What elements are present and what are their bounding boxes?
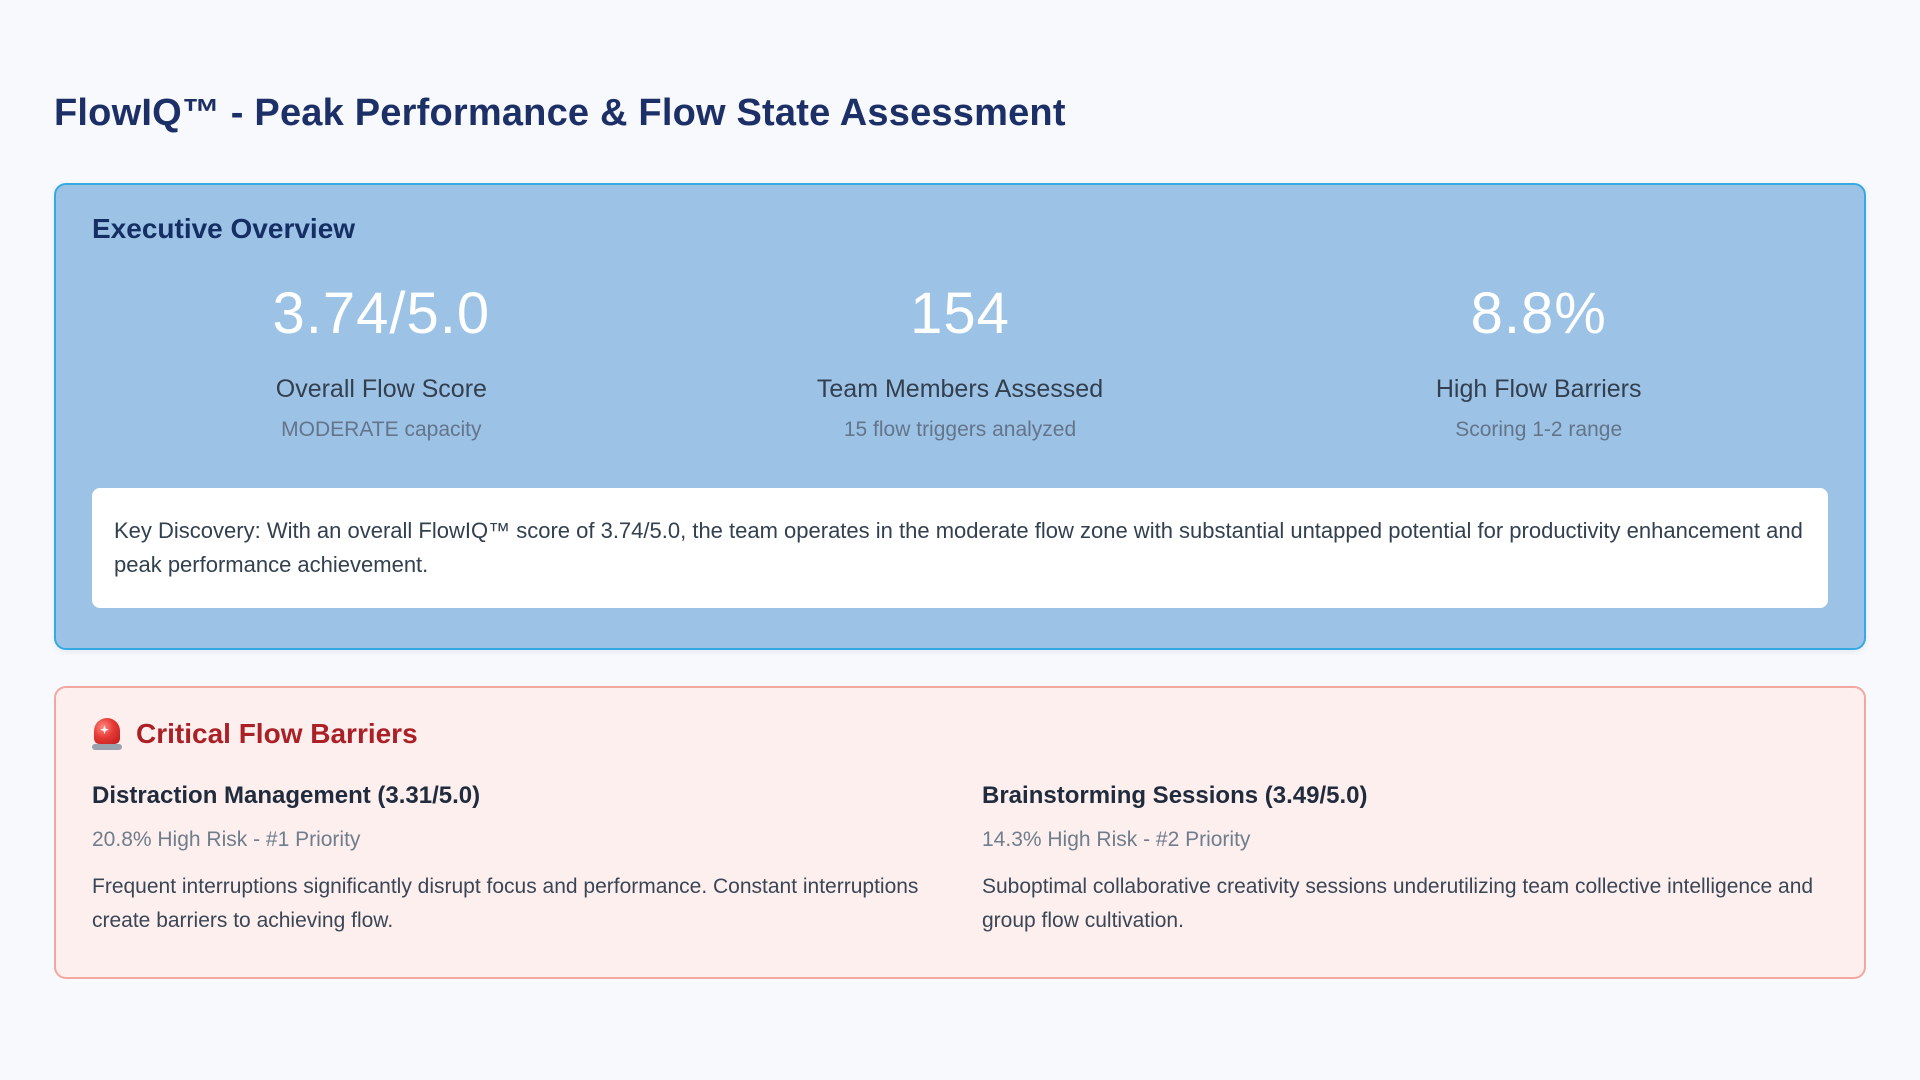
barrier-risk: 14.3% High Risk - #2 Priority bbox=[982, 828, 1251, 852]
barrier-description: Suboptimal collaborative creativity sess… bbox=[982, 875, 1814, 932]
stat-sublabel: 15 flow triggers analyzed bbox=[843, 418, 1077, 441]
barriers-grid: Distraction Management (3.31/5.0) 20.8% … bbox=[92, 782, 1828, 937]
stat-overall-flow-score: 3.74/5.0 Overall Flow Score MODERATE cap… bbox=[92, 285, 671, 442]
barrier-title: Distraction Management (3.31/5.0) bbox=[92, 782, 481, 810]
stat-label: High Flow Barriers bbox=[1435, 375, 1642, 403]
stat-sublabel: MODERATE capacity bbox=[281, 418, 482, 441]
barrier-description: Frequent interruptions significantly dis… bbox=[92, 875, 919, 932]
stat-high-flow-barriers: 8.8% High Flow Barriers Scoring 1-2 rang… bbox=[1249, 285, 1828, 442]
critical-flow-barriers-heading: Critical Flow Barriers bbox=[136, 718, 418, 750]
stat-label: Team Members Assessed bbox=[816, 375, 1104, 403]
barrier-brainstorming-sessions: Brainstorming Sessions (3.49/5.0) 14.3% … bbox=[982, 782, 1828, 937]
barrier-title: Brainstorming Sessions (3.49/5.0) bbox=[982, 782, 1368, 810]
key-discovery-callout: Key Discovery: With an overall FlowIQ™ s… bbox=[92, 488, 1828, 609]
page-title: FlowIQ™ - Peak Performance & Flow State … bbox=[54, 92, 1066, 134]
overview-stats-row: 3.74/5.0 Overall Flow Score MODERATE cap… bbox=[92, 285, 1828, 442]
stat-team-members-assessed: 154 Team Members Assessed 15 flow trigge… bbox=[671, 285, 1250, 442]
executive-overview-heading: Executive Overview bbox=[92, 213, 356, 244]
stat-label: Overall Flow Score bbox=[275, 375, 487, 403]
executive-overview-card: Executive Overview 3.74/5.0 Overall Flow… bbox=[54, 183, 1866, 651]
report-page: FlowIQ™ - Peak Performance & Flow State … bbox=[0, 92, 1920, 980]
barriers-heading-row: Critical Flow Barriers bbox=[92, 718, 1828, 751]
siren-icon bbox=[92, 718, 122, 751]
stat-value: 154 bbox=[910, 281, 1010, 346]
barrier-distraction-management: Distraction Management (3.31/5.0) 20.8% … bbox=[92, 782, 938, 937]
stat-sublabel: Scoring 1-2 range bbox=[1455, 418, 1623, 441]
stat-value: 3.74/5.0 bbox=[272, 281, 491, 346]
stat-value: 8.8% bbox=[1470, 281, 1607, 346]
barrier-risk: 20.8% High Risk - #1 Priority bbox=[92, 828, 361, 852]
critical-flow-barriers-card: Critical Flow Barriers Distraction Manag… bbox=[54, 686, 1866, 980]
